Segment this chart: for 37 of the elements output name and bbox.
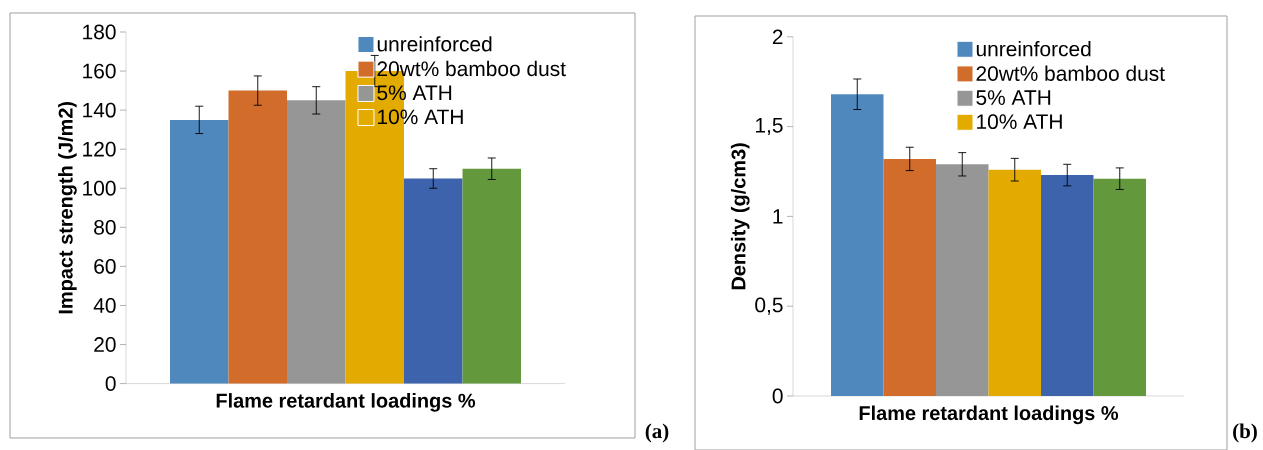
y-axis-title: Impact strength (J/m2)	[58, 101, 77, 314]
bar	[883, 158, 937, 396]
y-tick-label: 1	[773, 208, 783, 224]
bar	[462, 168, 522, 384]
x-axis-title: Flame retardant loadings %	[216, 392, 476, 412]
x-axis-title: Flame retardant loadings %	[859, 405, 1119, 424]
y-tick-label: 120	[83, 141, 116, 157]
legend-label: 5% ATH	[976, 90, 1051, 105]
bar	[1093, 178, 1147, 396]
y-tick-label: 140	[83, 102, 116, 118]
legend-label: unreinforced	[377, 35, 492, 52]
y-tick-label: 80	[94, 219, 116, 235]
bar	[228, 90, 288, 384]
bar	[1041, 174, 1094, 396]
y-tick-label: 0	[772, 388, 783, 404]
y-tick-label: 160	[83, 63, 116, 79]
bar	[831, 94, 884, 396]
y-tick-label: 40	[93, 297, 116, 313]
y-tick-label: 0	[105, 375, 116, 391]
bar	[287, 100, 346, 384]
y-tick-label: 0,5	[755, 297, 783, 315]
bar	[170, 119, 229, 384]
y-tick-label: 2	[772, 29, 783, 44]
text: (b)	[1233, 423, 1257, 443]
y-tick-label: 1,5	[756, 117, 783, 135]
y-tick-label: 100	[83, 180, 116, 196]
legend-label: 20wt% bamboo dust	[976, 65, 1165, 81]
y-axis-title: Density (g/cm3)	[730, 142, 750, 290]
bar	[988, 169, 1042, 396]
y-tick-label: 60	[94, 258, 116, 274]
bar	[404, 178, 463, 384]
y-tick-label: 20	[94, 336, 116, 352]
legend-label: unreinforced	[976, 40, 1091, 57]
legend-label: 10% ATH	[977, 114, 1062, 129]
legend-label: 20wt% bamboo dust	[377, 60, 566, 76]
y-tick-label: 180	[83, 24, 116, 40]
text: (a)	[645, 423, 669, 443]
